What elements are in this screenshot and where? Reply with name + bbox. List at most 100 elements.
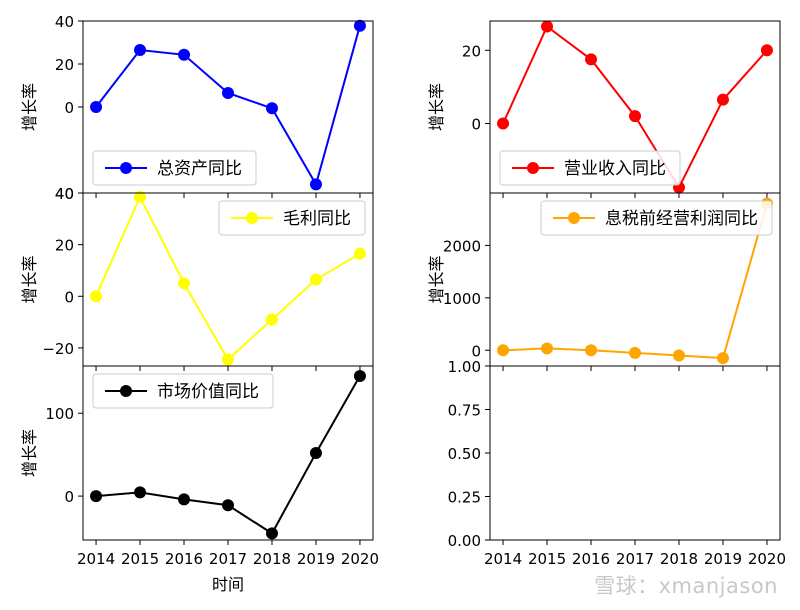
- legend: 营业收入同比: [499, 150, 681, 186]
- data-point-2018: [672, 349, 685, 362]
- x-axis-label: 时间: [212, 575, 244, 594]
- data-point-2016: [585, 53, 598, 66]
- data-point-2020: [353, 19, 366, 32]
- data-point-2015: [134, 44, 147, 57]
- y-tick-label: 1000: [443, 290, 481, 308]
- x-tick-label: 2020: [341, 550, 379, 568]
- legend-label: 营业收入同比: [564, 159, 666, 179]
- y-tick-label: 0.00: [448, 532, 481, 550]
- y-axis-label: 增长率: [20, 429, 39, 477]
- y-axis-label: 增长率: [427, 83, 446, 131]
- y-axis-label: 增长率: [20, 83, 39, 131]
- y-tick-label: 0.75: [448, 402, 481, 420]
- data-point-2017: [222, 353, 234, 366]
- legend-box: [499, 150, 681, 186]
- x-tick-label: 2018: [253, 550, 291, 568]
- data-point-2014: [497, 344, 510, 357]
- y-tick-label: 1.00: [448, 358, 481, 376]
- data-point-2015: [134, 486, 147, 499]
- legend-box: [218, 200, 366, 236]
- data-point-2016: [178, 493, 191, 506]
- x-tick-label: 2019: [297, 550, 335, 568]
- data-point-2019: [309, 273, 322, 286]
- axes-frame: [489, 365, 781, 541]
- x-tick-label: 2015: [528, 550, 566, 568]
- x-tick-label: 2014: [484, 550, 522, 568]
- legend-box: [92, 373, 274, 409]
- data-point-2020: [353, 369, 366, 382]
- y-axis-label: 增长率: [427, 255, 446, 303]
- y-tick-label: 2000: [443, 237, 481, 255]
- y-tick-label: 40: [55, 185, 74, 203]
- data-point-2017: [629, 110, 641, 123]
- y-tick-label: 100: [45, 405, 74, 423]
- y-tick-label: 0: [64, 99, 74, 117]
- legend: 息税前经营利润同比: [540, 200, 773, 236]
- data-point-2017: [222, 87, 234, 100]
- legend: 市场价值同比: [92, 373, 274, 409]
- y-axis-label: 增长率: [20, 255, 39, 303]
- x-tick-label: 2019: [704, 550, 742, 568]
- data-point-2014: [90, 290, 103, 303]
- y-tick-label: 40: [55, 13, 74, 31]
- data-point-2019: [716, 93, 729, 106]
- y-tick-label: 0.25: [448, 489, 481, 507]
- data-point-2014: [90, 101, 103, 113]
- legend-marker: [568, 212, 580, 224]
- data-point-2019: [716, 352, 729, 365]
- y-tick-label: −20: [42, 340, 74, 358]
- y-tick-label: 0: [64, 488, 74, 506]
- data-point-2016: [178, 48, 191, 61]
- legend-label: 总资产同比: [157, 159, 242, 179]
- data-point-2018: [265, 527, 278, 540]
- data-point-2015: [541, 20, 554, 33]
- panel-middle-left: 40 20 0 −20 增长率 毛利同比: [20, 185, 374, 371]
- panel-middle-right: 2000 1000 0 增长率 息税前经营利润同比: [427, 192, 781, 371]
- legend-label: 市场价值同比: [157, 382, 259, 402]
- legend-marker: [120, 162, 132, 174]
- data-point-2016: [178, 277, 191, 290]
- data-point-2014: [497, 117, 510, 130]
- legend-box: [540, 200, 773, 236]
- data-point-2017: [222, 499, 234, 512]
- data-point-2018: [265, 313, 278, 326]
- data-point-2018: [265, 102, 278, 115]
- x-tick-label: 2020: [748, 550, 786, 568]
- data-point-2016: [585, 344, 598, 357]
- legend-box: [92, 150, 257, 186]
- x-tick-label: 2017: [209, 550, 247, 568]
- y-tick-label: 20: [462, 42, 481, 60]
- x-tick-label: 2016: [572, 550, 610, 568]
- legend-marker: [527, 162, 539, 174]
- data-point-2020: [760, 44, 773, 57]
- data-point-2015: [134, 190, 147, 203]
- y-tick-label: 0: [471, 115, 481, 133]
- data-point-2019: [309, 178, 322, 191]
- y-tick-label: 0: [64, 288, 74, 306]
- legend: 毛利同比: [218, 200, 366, 236]
- y-tick-label: 0: [471, 342, 481, 360]
- x-tick-label: 2017: [616, 550, 654, 568]
- legend: 总资产同比: [92, 150, 257, 186]
- legend-label: 毛利同比: [283, 209, 351, 229]
- y-tick-label: 40: [55, 185, 74, 203]
- watermark: 雪球：xmanjason: [594, 574, 778, 598]
- y-tick-label: 0.50: [448, 445, 481, 463]
- x-tick-label: 2014: [77, 550, 115, 568]
- legend-marker: [120, 385, 132, 397]
- data-point-2017: [629, 346, 641, 359]
- y-tick-label: 20: [55, 56, 74, 74]
- data-point-2015: [541, 342, 554, 355]
- x-tick-label: 2015: [121, 550, 159, 568]
- data-point-2020: [353, 247, 366, 260]
- x-tick-label: 2016: [165, 550, 203, 568]
- data-point-2014: [90, 490, 103, 503]
- x-tick-label: 2018: [660, 550, 698, 568]
- y-tick-label: 20: [55, 237, 74, 255]
- data-point-2019: [309, 447, 322, 459]
